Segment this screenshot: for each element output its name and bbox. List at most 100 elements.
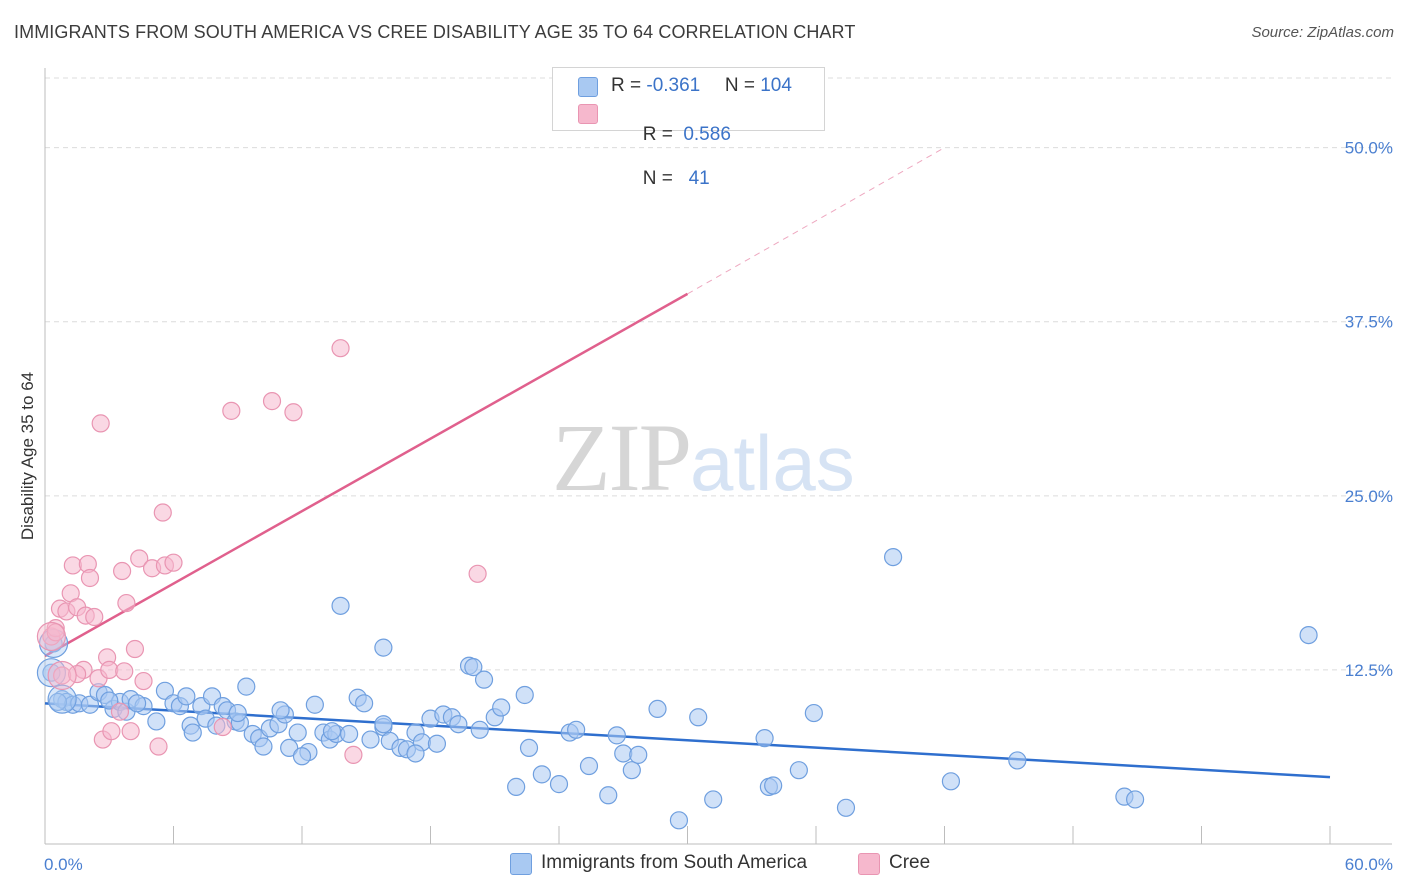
- point-south-america: [629, 745, 648, 764]
- point-cree: [117, 593, 136, 613]
- point-south-america: [614, 744, 633, 763]
- trend-line-south-america: [44, 702, 1331, 779]
- point-cree: [121, 722, 140, 741]
- point-south-america: [689, 708, 708, 727]
- legend-n-value: 41: [678, 168, 710, 189]
- legend-n-value: 104: [760, 75, 792, 96]
- point-cree: [63, 556, 82, 575]
- point-cree: [134, 671, 153, 691]
- point-south-america: [427, 734, 447, 753]
- point-cree: [110, 702, 130, 721]
- point-cree: [125, 639, 145, 659]
- legend-r-value: -0.361: [646, 75, 701, 96]
- point-south-america: [177, 687, 196, 706]
- legend-n-label: N =: [724, 75, 761, 96]
- point-south-america: [669, 811, 689, 830]
- legend-label-cree: Cree: [889, 852, 931, 873]
- point-cree: [262, 392, 282, 411]
- point-south-america: [648, 699, 667, 719]
- x-tick-label: 0.0%: [44, 855, 83, 874]
- point-south-america: [280, 738, 299, 758]
- point-south-america: [147, 712, 166, 731]
- point-large-south-america: [47, 684, 77, 714]
- legend-swatch-cree: [578, 104, 598, 124]
- point-cree: [102, 722, 121, 741]
- point-cree: [284, 403, 303, 422]
- point-south-america: [340, 724, 359, 744]
- point-cree: [91, 414, 110, 433]
- point-south-america: [305, 695, 324, 714]
- point-south-america: [492, 698, 511, 717]
- point-south-america: [1008, 751, 1027, 770]
- point-south-america: [607, 726, 626, 745]
- legend-swatch-south-america: [510, 853, 532, 875]
- point-south-america: [254, 737, 273, 756]
- y-tick-label: 12.5%: [1345, 661, 1393, 680]
- point-cree: [85, 607, 104, 627]
- point-cree: [149, 737, 168, 756]
- point-south-america: [361, 730, 380, 749]
- point-south-america: [567, 720, 586, 739]
- point-large-cree: [47, 660, 77, 691]
- point-south-america: [515, 685, 534, 705]
- legend-n-label: N =: [642, 168, 679, 189]
- chart-title: IMMIGRANTS FROM SOUTH AMERICA VS CREE DI…: [14, 22, 856, 42]
- point-south-america: [183, 723, 202, 742]
- source-credit: Source: ZipAtlas.com: [1251, 24, 1394, 41]
- point-south-america: [883, 547, 903, 567]
- series-legend: Immigrants from South America Cree: [0, 852, 1406, 878]
- tick-labels: 12.5% 25.0% 37.5% 50.0% 0.0% 60.0% Disability …: [18, 139, 1393, 874]
- point-south-america: [288, 723, 307, 742]
- point-south-america: [764, 776, 783, 795]
- legend-r-label: R =: [611, 75, 647, 96]
- point-south-america: [599, 786, 618, 805]
- point-south-america: [331, 596, 350, 615]
- point-south-america: [836, 798, 856, 817]
- point-south-america: [804, 703, 823, 723]
- point-south-america: [449, 715, 468, 734]
- point-south-america: [406, 744, 425, 763]
- point-south-america: [507, 777, 526, 796]
- point-cree: [68, 664, 87, 684]
- point-south-america: [1299, 625, 1318, 645]
- point-cree: [80, 568, 100, 588]
- point-south-america: [474, 670, 494, 689]
- point-south-america: [237, 677, 256, 696]
- correlation-legend: R = -0.361 N = 104 R = 0.586 N = 41: [552, 67, 825, 189]
- point-south-america: [789, 761, 808, 780]
- point-south-america: [100, 691, 119, 710]
- point-cree: [100, 660, 119, 680]
- point-south-america: [464, 658, 483, 677]
- legend-r-value: 0.586: [678, 124, 731, 145]
- point-cree: [344, 745, 363, 764]
- point-south-america: [374, 638, 393, 657]
- point-south-america: [1126, 790, 1145, 809]
- trend-line-cree: [44, 292, 689, 658]
- data-points: [36, 339, 1318, 830]
- point-south-america: [519, 738, 539, 758]
- point-cree: [222, 401, 241, 420]
- point-cree: [331, 339, 350, 358]
- point-south-america: [941, 772, 961, 791]
- point-south-america: [228, 703, 247, 723]
- legend-swatch-cree: [858, 853, 880, 875]
- point-south-america: [549, 775, 569, 794]
- point-south-america: [48, 692, 67, 712]
- point-south-america: [622, 761, 641, 780]
- point-cree: [213, 717, 232, 737]
- point-cree: [115, 662, 134, 681]
- legend-r-label: R =: [642, 124, 679, 145]
- trend-lines: [44, 147, 1331, 779]
- point-south-america: [374, 715, 393, 734]
- point-south-america: [155, 681, 175, 700]
- point-cree: [153, 503, 172, 522]
- point-cree: [164, 553, 183, 572]
- point-south-america: [755, 729, 774, 748]
- point-south-america: [322, 722, 342, 741]
- point-cree: [112, 561, 132, 581]
- point-south-america: [579, 756, 599, 776]
- y-tick-label: 25.0%: [1345, 487, 1393, 506]
- point-cree: [130, 549, 149, 568]
- point-cree: [468, 564, 487, 583]
